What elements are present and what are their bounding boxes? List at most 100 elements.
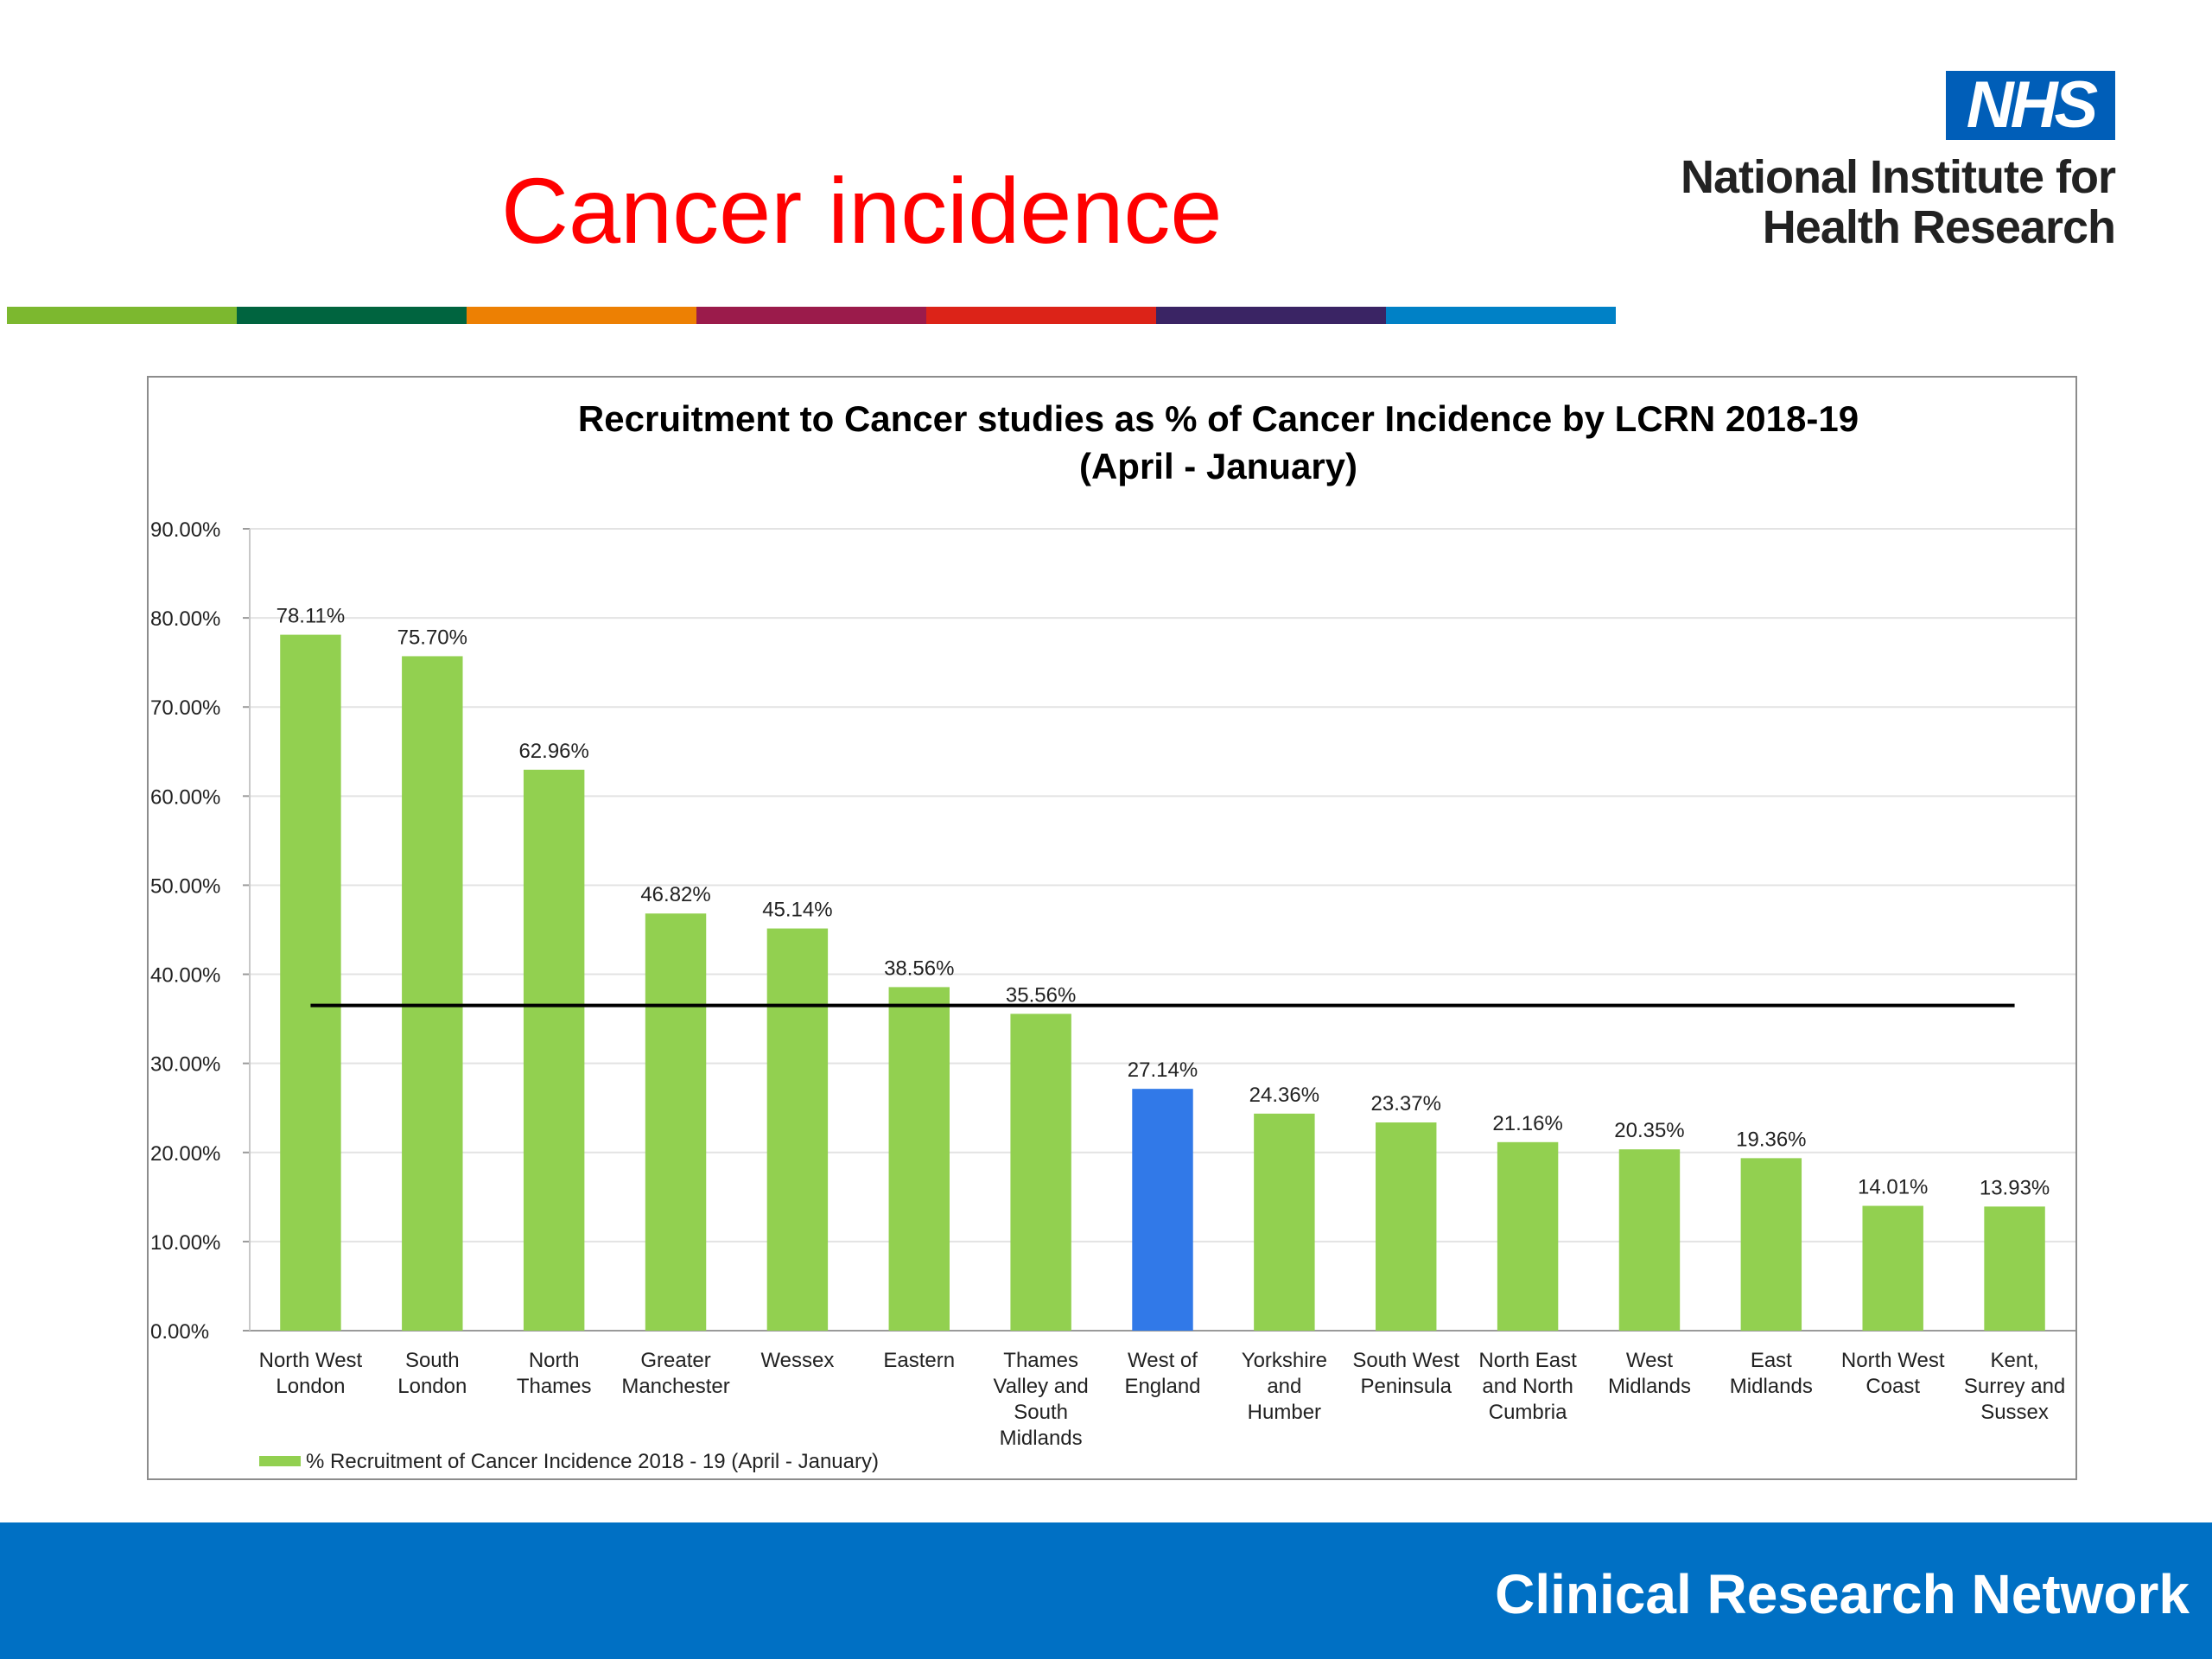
x-category-label-line: Humber <box>1248 1401 1321 1424</box>
stripe-segment <box>696 307 926 324</box>
bar <box>402 656 463 1331</box>
x-category-label-line: Wessex <box>760 1349 834 1372</box>
legend-label: % Recruitment of Cancer Incidence 2018 -… <box>306 1450 879 1473</box>
x-category-label: North Thames <box>517 1349 592 1398</box>
footer-bar: Clinical Research Network <box>0 1522 2212 1659</box>
bar <box>280 634 341 1331</box>
x-category-label-line: Midlands <box>1000 1427 1083 1450</box>
x-category-label: North West London <box>259 1349 363 1398</box>
y-tick-label: 30.00% <box>150 1053 220 1077</box>
data-label: 78.11% <box>276 605 346 628</box>
bars <box>280 634 2045 1331</box>
data-label: 62.96% <box>518 740 588 763</box>
data-label: 21.16% <box>1492 1112 1562 1135</box>
x-category-label-line: North East <box>1478 1349 1577 1372</box>
data-label: 45.14% <box>762 899 832 922</box>
x-category-label: West Midlands <box>1608 1349 1691 1398</box>
nihr-line-2: Health Research <box>1762 201 2116 253</box>
x-category-label: South West Peninsula <box>1352 1349 1459 1398</box>
x-category-label-line: Midlands <box>1730 1375 1813 1398</box>
data-label: 27.14% <box>1128 1058 1198 1082</box>
x-category-label-line: Midlands <box>1608 1375 1691 1398</box>
x-category-label-line: West of <box>1128 1349 1198 1372</box>
bar <box>1740 1158 1802 1331</box>
y-tick-label: 60.00% <box>150 785 220 809</box>
data-label: 35.56% <box>1006 983 1076 1007</box>
data-label: 38.56% <box>884 957 954 980</box>
data-label: 20.35% <box>1614 1119 1684 1142</box>
bar <box>1862 1205 1923 1331</box>
data-label: 75.70% <box>397 626 467 649</box>
y-tick-label: 40.00% <box>150 964 220 988</box>
x-category-label-line: Kent, <box>1991 1349 2039 1372</box>
data-label: 46.82% <box>640 883 710 906</box>
bar <box>1497 1141 1559 1331</box>
x-category-label-line: Eastern <box>883 1349 955 1372</box>
y-tick-label: 20.00% <box>150 1142 220 1166</box>
x-category-label-line: Thames <box>517 1375 592 1398</box>
x-category-label-line: Cumbria <box>1489 1401 1567 1424</box>
y-tick-label: 70.00% <box>150 696 220 720</box>
x-category-label-line: and <box>1267 1375 1301 1398</box>
bar <box>523 769 585 1331</box>
x-category-label-line: and North <box>1482 1375 1573 1398</box>
x-category-label-line: West <box>1626 1349 1674 1372</box>
x-category-label: East Midlands <box>1730 1349 1813 1398</box>
x-category-label-line: Peninsula <box>1361 1375 1452 1398</box>
bar <box>1132 1089 1193 1331</box>
x-category-label: North West Coast <box>1841 1349 1945 1398</box>
nhs-logo: NHS <box>1946 71 2115 140</box>
nihr-logo-text: National Institute for Health Research <box>1681 152 2116 253</box>
x-axis-labels: North West London South London North Thames Gr… <box>259 1349 2066 1450</box>
footer-network-name: Clinical Research Network <box>1495 1563 2190 1625</box>
bar <box>888 987 950 1331</box>
stripe-segment <box>926 307 1156 324</box>
bar <box>1984 1206 2045 1331</box>
x-category-label: South London <box>397 1349 467 1398</box>
stripe-segment <box>467 307 696 324</box>
stripe-segment <box>1156 307 1386 324</box>
x-category-label-line: North West <box>259 1349 363 1372</box>
chart-title-line-1: Recruitment to Cancer studies as % of Ca… <box>578 398 1859 439</box>
x-category-label-line: South <box>1014 1401 1068 1424</box>
y-tick-label: 0.00% <box>150 1320 209 1344</box>
data-label: 23.37% <box>1371 1092 1441 1116</box>
x-category-label: Kent, Surrey and Sussex <box>1964 1349 2065 1424</box>
bar <box>1376 1122 1437 1331</box>
data-label: 19.36% <box>1736 1128 1806 1151</box>
data-labels: 78.11% 75.70% 62.96% 46.82% 45.14% 38.56% 35.5… <box>276 605 2050 1200</box>
x-category-label-line: South West <box>1352 1349 1459 1372</box>
x-category-label-line: North West <box>1841 1349 1945 1372</box>
x-category-label-line: Valley and <box>993 1375 1088 1398</box>
x-category-label-line: Yorkshire <box>1242 1349 1327 1372</box>
legend-swatch <box>259 1456 301 1466</box>
chart-title-line-2: (April - January) <box>1079 446 1357 486</box>
x-category-label-line: North <box>529 1349 580 1372</box>
x-category-label-line: South <box>405 1349 460 1372</box>
x-category-label: Yorkshire and Humber <box>1242 1349 1327 1424</box>
y-tick-label: 50.00% <box>150 874 220 898</box>
x-category-label-line: Thames <box>1003 1349 1078 1372</box>
x-category-label-line: Coast <box>1866 1375 1920 1398</box>
bar <box>766 928 829 1331</box>
x-category-label-line: London <box>276 1375 345 1398</box>
x-category-label: Greater Manchester <box>621 1349 729 1398</box>
x-category-label: Thames Valley and South Midlands <box>993 1349 1088 1450</box>
x-category-label-line: East <box>1751 1349 1792 1372</box>
x-category-label-line: Surrey and <box>1964 1375 2065 1398</box>
x-category-label-line: England <box>1124 1375 1200 1398</box>
x-category-label: Eastern <box>883 1349 955 1372</box>
y-axis-ticks: 0.00% 10.00% 20.00% 30.00% 40.00% 50.00% 60.00… <box>150 518 220 1344</box>
data-label: 14.01% <box>1858 1176 1928 1199</box>
slide-title: Cancer incidence <box>501 158 1223 263</box>
x-category-label-line: London <box>397 1375 467 1398</box>
chart-container: Recruitment to Cancer studies as % of Ca… <box>147 376 2077 1480</box>
x-category-label: West of England <box>1124 1349 1200 1398</box>
bar <box>1010 1014 1071 1331</box>
x-category-label: Wessex <box>760 1349 834 1372</box>
stripe-segment <box>1386 307 1616 324</box>
color-stripe <box>7 307 1616 324</box>
legend: % Recruitment of Cancer Incidence 2018 -… <box>259 1450 879 1473</box>
x-category-label-line: Manchester <box>621 1375 729 1398</box>
bar <box>645 913 707 1331</box>
